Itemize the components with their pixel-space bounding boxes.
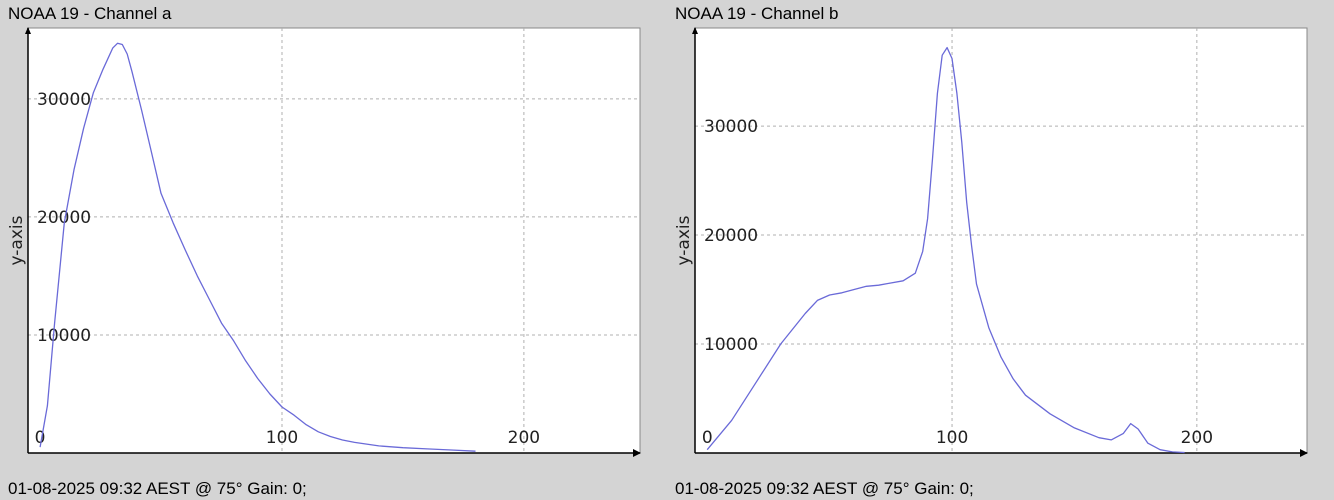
y-axis-arrow xyxy=(692,27,698,34)
chart-b-svg: NOAA 19 - Channel b 10000 20000 30000 0 100 20… xyxy=(674,4,1308,498)
x-tick-label: 100 xyxy=(936,428,968,448)
x-tick-label: 200 xyxy=(508,428,540,448)
chart-footer: 01-08-2025 09:32 AEST @ 75° Gain: 0; xyxy=(675,479,974,498)
x-tick-label: 0 xyxy=(35,428,46,448)
plot-area xyxy=(694,27,1308,454)
y-axis-label: y-axis xyxy=(674,215,694,265)
x-tick-label: 200 xyxy=(1181,428,1213,448)
y-axis-label: y-axis xyxy=(7,215,27,265)
plot-area xyxy=(27,27,641,454)
y-tick-label: 20000 xyxy=(37,208,91,228)
y-tick-label: 30000 xyxy=(37,90,91,110)
x-tick-label: 0 xyxy=(702,428,713,448)
y-axis-arrow xyxy=(25,27,31,34)
series-line xyxy=(706,46,1185,454)
chart-a-svg: NOAA 19 - Channel a 10000 20000 30000 0 100 20… xyxy=(7,4,641,498)
chart-panel-a: NOAA 19 - Channel a 10000 20000 30000 0 100 20… xyxy=(7,4,641,498)
chart-title: NOAA 19 - Channel a xyxy=(8,4,172,23)
x-tick-label: 100 xyxy=(266,428,298,448)
x-axis-arrow xyxy=(633,449,641,457)
y-tick-label: 10000 xyxy=(37,326,91,346)
chart-panel-b: NOAA 19 - Channel b 10000 20000 30000 0 100 20… xyxy=(667,0,1334,500)
y-tick-label: 30000 xyxy=(704,117,758,137)
chart-title: NOAA 19 - Channel b xyxy=(675,4,838,23)
x-axis-arrow xyxy=(1300,449,1308,457)
y-tick-label: 20000 xyxy=(704,226,758,246)
chart-footer: 01-08-2025 09:32 AEST @ 75° Gain: 0; xyxy=(8,479,307,498)
series-line xyxy=(39,42,476,452)
y-tick-label: 10000 xyxy=(704,335,758,355)
